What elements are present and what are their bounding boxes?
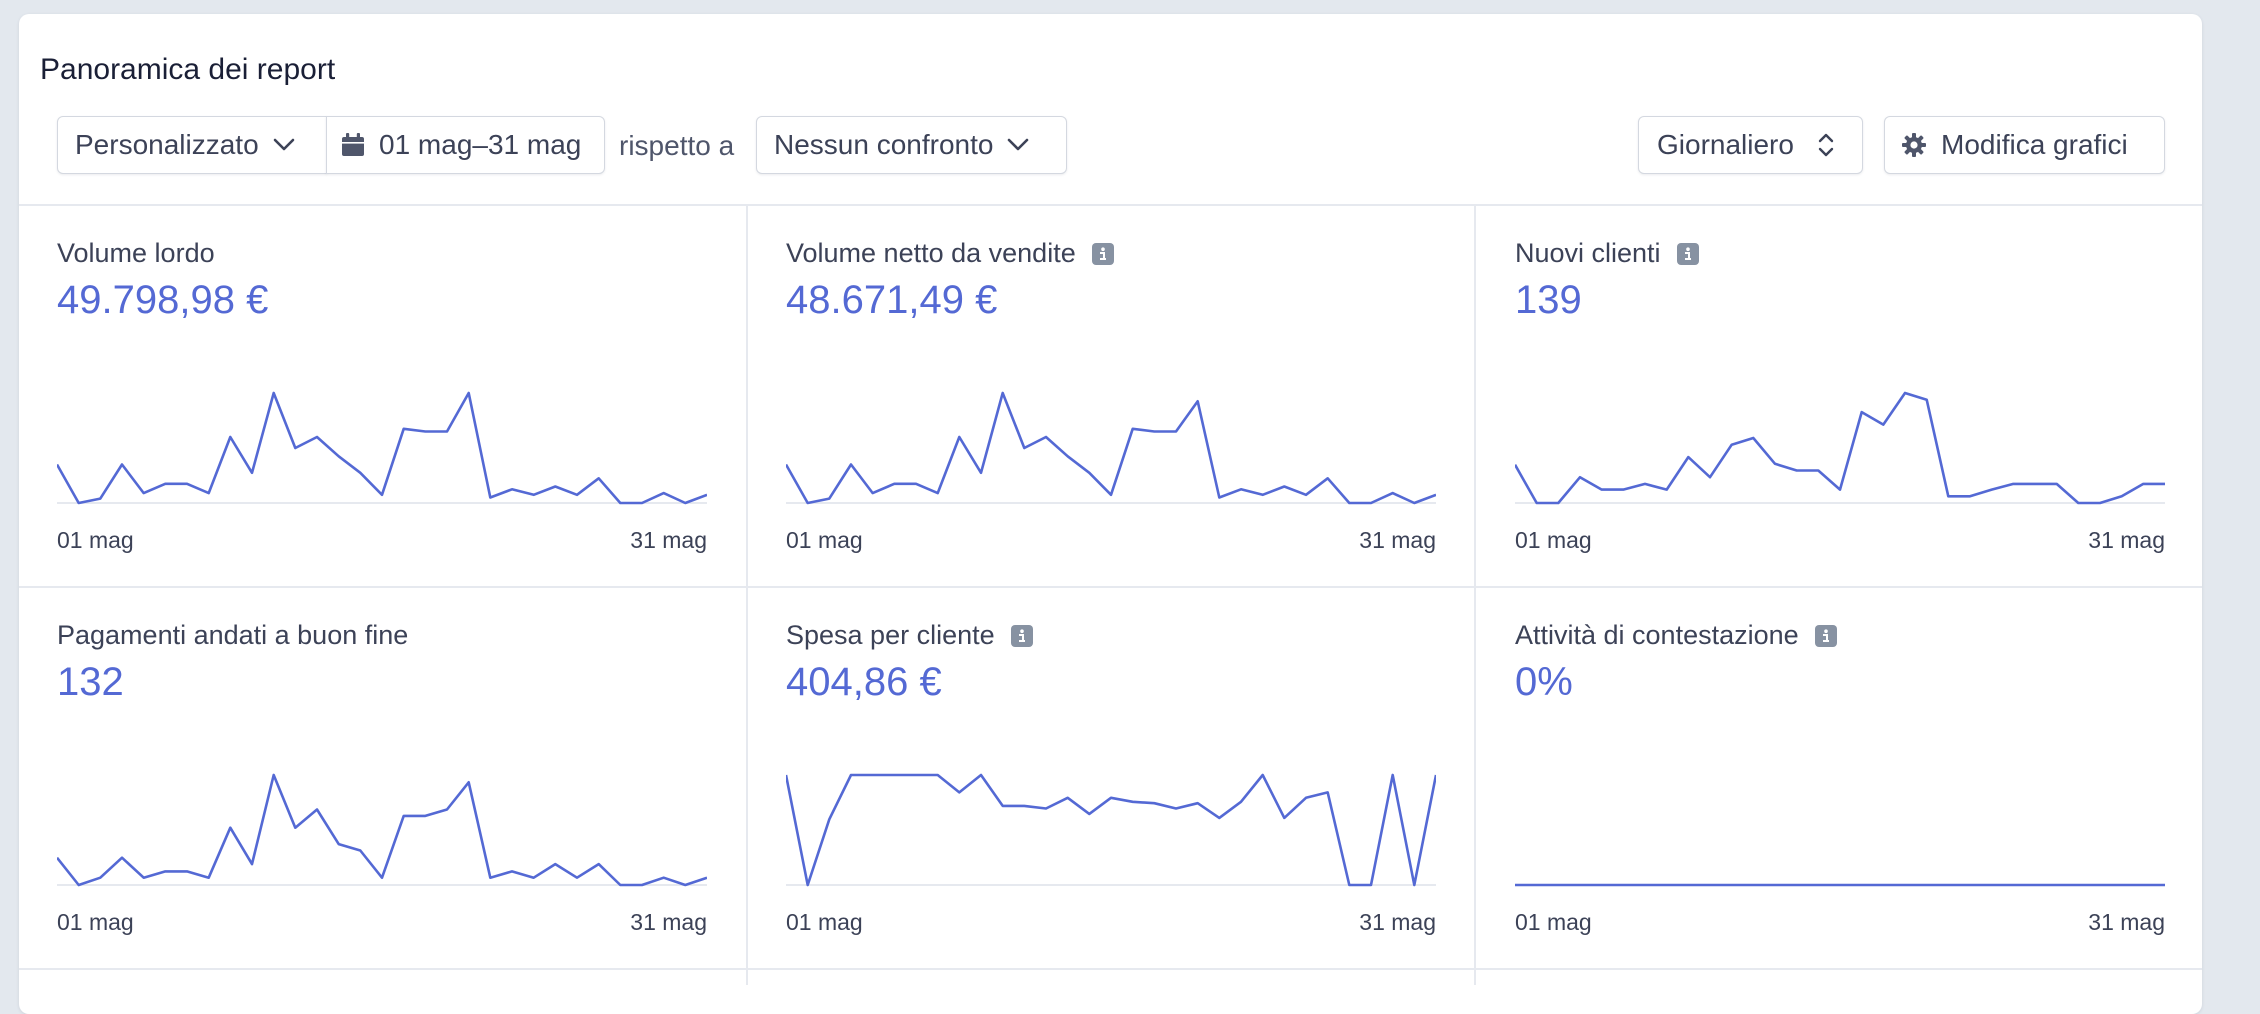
grid-divider bbox=[1474, 205, 1476, 985]
metric-value: 0% bbox=[1515, 660, 1573, 704]
info-icon[interactable] bbox=[1091, 242, 1114, 265]
sparkline-chart bbox=[57, 773, 707, 887]
metric-title: Spesa per cliente bbox=[786, 620, 1033, 651]
axis-start-label: 01 mag bbox=[1515, 909, 1592, 935]
axis-end-label: 31 mag bbox=[630, 527, 707, 553]
calendar-icon bbox=[341, 133, 365, 157]
grid-divider bbox=[19, 204, 2202, 206]
frequency-select-label: Giornaliero bbox=[1657, 129, 1794, 160]
metric-tile-net-volume[interactable]: Volume netto da vendite 48.671,49 € 01 m… bbox=[786, 205, 1436, 575]
metric-tile-spend-per-customer[interactable]: Spesa per cliente 404,86 € 01 mag 31 mag bbox=[786, 587, 1436, 957]
metric-title: Pagamenti andati a buon fine bbox=[57, 620, 408, 651]
axis-start-label: 01 mag bbox=[57, 527, 134, 553]
sparkline-series bbox=[786, 391, 1436, 505]
metric-tile-new-customers[interactable]: Nuovi clienti 139 01 mag 31 mag bbox=[1515, 205, 2165, 575]
metric-tile-dispute-activity[interactable]: Attività di contestazione 0% 01 mag 31 m… bbox=[1515, 587, 2165, 957]
date-range-label: 01 mag–31 mag bbox=[379, 129, 582, 160]
sparkline-series bbox=[57, 773, 707, 887]
sparkline-chart bbox=[57, 391, 707, 505]
info-icon[interactable] bbox=[1010, 624, 1033, 647]
grid-divider bbox=[19, 586, 2202, 588]
chevron-down-icon bbox=[273, 138, 295, 152]
up-down-chevron-icon bbox=[1818, 131, 1834, 159]
grid-divider bbox=[746, 205, 748, 985]
chevron-down-icon bbox=[1007, 138, 1029, 152]
metric-title: Volume netto da vendite bbox=[786, 238, 1114, 269]
metric-value: 49.798,98 € bbox=[57, 278, 269, 322]
metric-tile-gross-volume[interactable]: Volume lordo 49.798,98 € 01 mag 31 mag bbox=[57, 205, 707, 575]
metric-value: 48.671,49 € bbox=[786, 278, 998, 322]
metric-value: 404,86 € bbox=[786, 660, 942, 704]
axis-end-label: 31 mag bbox=[630, 909, 707, 935]
compare-label: rispetto a bbox=[619, 130, 735, 161]
edit-charts-button[interactable]: Modifica grafici bbox=[1884, 116, 2165, 174]
sparkline-series bbox=[57, 391, 707, 505]
page-title: Panoramica dei report bbox=[40, 53, 336, 86]
compare-select[interactable]: Nessun confronto bbox=[756, 116, 1067, 174]
metric-title-text: Nuovi clienti bbox=[1515, 238, 1661, 268]
metric-value: 132 bbox=[57, 660, 124, 704]
axis-end-label: 31 mag bbox=[1359, 527, 1436, 553]
compare-select-label: Nessun confronto bbox=[774, 129, 994, 160]
axis-end-label: 31 mag bbox=[1359, 909, 1436, 935]
metric-title: Nuovi clienti bbox=[1515, 238, 1699, 269]
frequency-select[interactable]: Giornaliero bbox=[1638, 116, 1863, 174]
info-icon[interactable] bbox=[1676, 242, 1699, 265]
metric-title-text: Attività di contestazione bbox=[1515, 620, 1799, 650]
report-overview-card bbox=[19, 14, 2202, 1014]
metric-title-text: Spesa per cliente bbox=[786, 620, 995, 650]
period-select[interactable]: Personalizzato bbox=[57, 116, 327, 174]
metric-title: Attività di contestazione bbox=[1515, 620, 1837, 651]
gear-icon bbox=[1901, 132, 1927, 158]
sparkline-series bbox=[1515, 391, 2165, 505]
metric-value: 139 bbox=[1515, 278, 1582, 322]
metric-title: Volume lordo bbox=[57, 238, 215, 269]
edit-charts-label: Modifica grafici bbox=[1941, 129, 2128, 160]
metric-title-text: Volume lordo bbox=[57, 238, 215, 268]
sparkline-chart bbox=[786, 773, 1436, 887]
metric-tile-successful-payments[interactable]: Pagamenti andati a buon fine 132 01 mag … bbox=[57, 587, 707, 957]
axis-end-label: 31 mag bbox=[2088, 527, 2165, 553]
axis-start-label: 01 mag bbox=[1515, 527, 1592, 553]
sparkline-chart bbox=[1515, 883, 2165, 887]
axis-end-label: 31 mag bbox=[2088, 909, 2165, 935]
sparkline-chart bbox=[1515, 391, 2165, 505]
period-select-label: Personalizzato bbox=[75, 129, 259, 160]
sparkline-series bbox=[786, 773, 1436, 887]
axis-start-label: 01 mag bbox=[786, 527, 863, 553]
metric-title-text: Pagamenti andati a buon fine bbox=[57, 620, 409, 650]
metric-title-text: Volume netto da vendite bbox=[786, 238, 1076, 268]
info-icon[interactable] bbox=[1814, 624, 1837, 647]
axis-start-label: 01 mag bbox=[786, 909, 863, 935]
sparkline-chart bbox=[786, 391, 1436, 505]
axis-start-label: 01 mag bbox=[57, 909, 134, 935]
grid-divider bbox=[19, 968, 2202, 970]
date-range-button[interactable]: 01 mag–31 mag bbox=[326, 116, 605, 174]
